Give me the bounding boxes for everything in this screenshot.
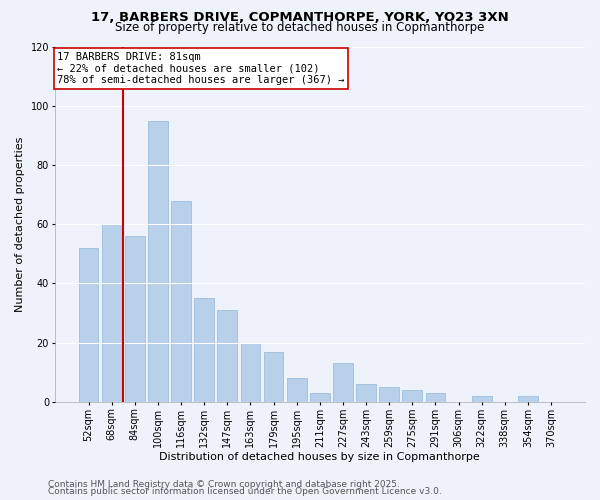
Text: 17, BARBERS DRIVE, COPMANTHORPE, YORK, YO23 3XN: 17, BARBERS DRIVE, COPMANTHORPE, YORK, Y… bbox=[91, 11, 509, 24]
Bar bbox=[425, 393, 445, 402]
X-axis label: Distribution of detached houses by size in Copmanthorpe: Distribution of detached houses by size … bbox=[160, 452, 480, 462]
Bar bbox=[148, 120, 168, 402]
Text: Contains public sector information licensed under the Open Government Licence v3: Contains public sector information licen… bbox=[48, 488, 442, 496]
Text: Contains HM Land Registry data © Crown copyright and database right 2025.: Contains HM Land Registry data © Crown c… bbox=[48, 480, 400, 489]
Bar bbox=[518, 396, 538, 402]
Bar bbox=[356, 384, 376, 402]
Bar bbox=[264, 352, 283, 402]
Bar bbox=[79, 248, 98, 402]
Bar bbox=[287, 378, 307, 402]
Bar bbox=[379, 387, 399, 402]
Bar bbox=[472, 396, 491, 402]
Bar bbox=[333, 364, 353, 402]
Bar bbox=[241, 342, 260, 402]
Bar bbox=[102, 224, 122, 402]
Bar bbox=[171, 200, 191, 402]
Bar bbox=[310, 393, 329, 402]
Bar bbox=[217, 310, 237, 402]
Text: Size of property relative to detached houses in Copmanthorpe: Size of property relative to detached ho… bbox=[115, 21, 485, 34]
Bar bbox=[403, 390, 422, 402]
Text: 17 BARBERS DRIVE: 81sqm
← 22% of detached houses are smaller (102)
78% of semi-d: 17 BARBERS DRIVE: 81sqm ← 22% of detache… bbox=[57, 52, 345, 85]
Bar bbox=[125, 236, 145, 402]
Bar bbox=[194, 298, 214, 402]
Y-axis label: Number of detached properties: Number of detached properties bbox=[15, 136, 25, 312]
